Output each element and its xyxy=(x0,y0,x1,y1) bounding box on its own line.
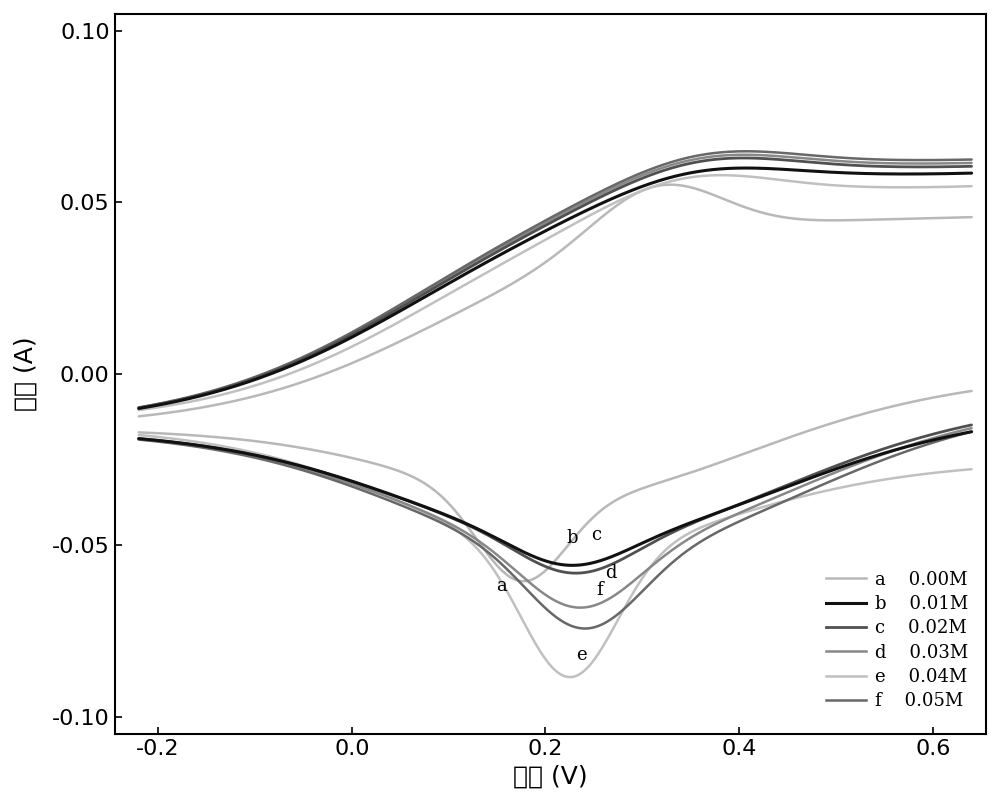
X-axis label: 电压 (V): 电压 (V) xyxy=(513,764,588,788)
Text: e: e xyxy=(576,646,587,664)
Text: c: c xyxy=(591,526,601,544)
Text: b: b xyxy=(567,529,578,547)
Y-axis label: 电流 (A): 电流 (A) xyxy=(14,337,38,411)
Legend: a    0.00M, b    0.01M, c    0.02M, d    0.03M, e    0.04M, f    0.05M: a 0.00M, b 0.01M, c 0.02M, d 0.03M, e 0.… xyxy=(826,571,968,711)
Text: f: f xyxy=(596,581,603,599)
Text: a: a xyxy=(497,577,507,595)
Text: d: d xyxy=(606,564,617,581)
